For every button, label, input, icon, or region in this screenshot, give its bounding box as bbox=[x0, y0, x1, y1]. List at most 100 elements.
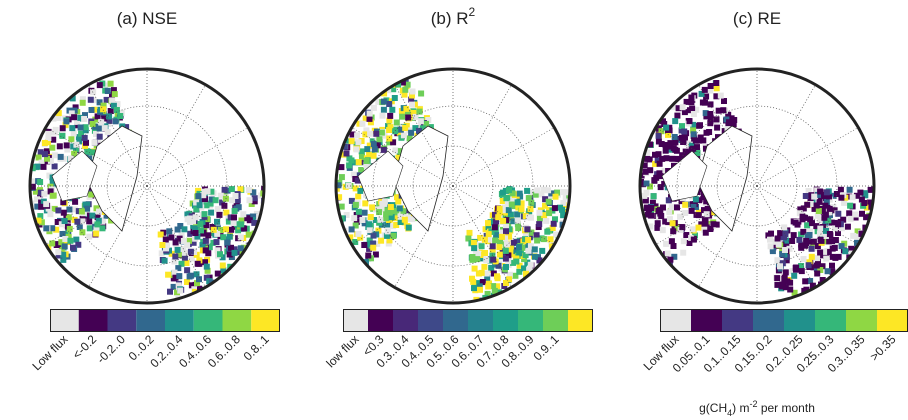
map-pixel bbox=[830, 192, 837, 199]
map-pixel bbox=[807, 278, 814, 284]
map-pixel bbox=[349, 131, 356, 138]
map-pixel bbox=[690, 127, 697, 134]
map-pixel bbox=[394, 194, 400, 201]
map-pixel bbox=[358, 148, 365, 155]
map-pixel bbox=[826, 231, 833, 237]
map-pixel bbox=[197, 221, 204, 228]
map-pixel bbox=[819, 277, 826, 283]
map-pixel bbox=[222, 278, 229, 285]
map-pixel bbox=[47, 211, 54, 218]
map-pixel bbox=[50, 136, 57, 143]
map-pixel bbox=[690, 236, 697, 243]
map-pixel bbox=[503, 195, 510, 202]
map-pixel bbox=[190, 239, 197, 246]
map-pixel bbox=[521, 265, 527, 272]
colorbar-swatch bbox=[136, 309, 165, 331]
map-pixel bbox=[386, 101, 393, 107]
map-pixel bbox=[707, 111, 714, 117]
map-pixel bbox=[265, 206, 271, 212]
map-pixel bbox=[214, 270, 221, 277]
map-pixel bbox=[213, 239, 220, 246]
map-pixel bbox=[654, 224, 661, 231]
map-pixel bbox=[404, 110, 411, 116]
map-pixel bbox=[231, 249, 238, 256]
map-pixel bbox=[82, 127, 89, 134]
map-pixel bbox=[644, 211, 651, 218]
map-pixel bbox=[493, 232, 500, 239]
map-pixel bbox=[193, 294, 200, 301]
map-pixel bbox=[825, 217, 832, 224]
map-pixel bbox=[390, 223, 397, 230]
map-pixel bbox=[531, 253, 538, 260]
map-pixel bbox=[518, 283, 525, 290]
map-pixel bbox=[680, 249, 687, 256]
map-pixel bbox=[679, 224, 686, 231]
map-pixel bbox=[245, 187, 252, 194]
map-pixel bbox=[241, 225, 248, 232]
map-pixel bbox=[397, 213, 404, 220]
map-pixel bbox=[392, 128, 399, 135]
map-pixel bbox=[176, 235, 183, 242]
map-pixel bbox=[679, 134, 685, 141]
map-pixel bbox=[60, 256, 67, 263]
map-pixel bbox=[672, 118, 679, 125]
map-pixel bbox=[815, 191, 821, 198]
map-pixel bbox=[510, 218, 517, 225]
map-pixel bbox=[104, 82, 111, 89]
map-pixel bbox=[661, 121, 668, 127]
map-pixel bbox=[123, 124, 130, 131]
map-pixel bbox=[419, 125, 426, 132]
map-pixel bbox=[859, 210, 865, 217]
map-pixel bbox=[545, 187, 552, 194]
map-pixel bbox=[94, 214, 101, 221]
map-pixel bbox=[713, 93, 720, 100]
map-pixel bbox=[689, 226, 696, 233]
map-pixel bbox=[477, 234, 484, 241]
map-pixel bbox=[171, 258, 178, 265]
map-pixel bbox=[371, 217, 377, 223]
map-pixel bbox=[512, 272, 519, 279]
graticule bbox=[66, 105, 228, 267]
map-pixel bbox=[37, 213, 44, 220]
colorbar-label: 0.8..1 bbox=[241, 332, 272, 363]
map-pixel bbox=[696, 185, 703, 192]
map-pixel bbox=[528, 199, 535, 206]
map-pixel bbox=[81, 116, 88, 122]
unit-label: g(CH4) m-2 per month bbox=[699, 399, 815, 418]
map-pixel bbox=[354, 172, 361, 179]
colorbar-swatch bbox=[493, 309, 518, 331]
map-pixel bbox=[393, 222, 400, 228]
map-pixel bbox=[515, 244, 522, 251]
map-pixel bbox=[214, 218, 220, 225]
map-pixel bbox=[495, 214, 502, 221]
map-pixel bbox=[231, 208, 238, 214]
map-pixel bbox=[644, 155, 651, 162]
colorbar-swatch bbox=[660, 309, 691, 331]
map-pixel bbox=[811, 205, 818, 212]
map-pixel bbox=[194, 280, 200, 287]
map-pixel bbox=[782, 231, 789, 238]
map-pixel bbox=[63, 118, 70, 125]
map-pixel bbox=[45, 135, 52, 141]
map-pixel bbox=[813, 262, 820, 269]
map-pixel bbox=[494, 283, 501, 290]
map-pixel bbox=[70, 143, 77, 150]
map-pixel bbox=[369, 204, 376, 211]
map-pixel bbox=[353, 146, 360, 153]
map-pixel bbox=[37, 189, 44, 196]
map-pixel bbox=[372, 251, 379, 258]
map-pixel bbox=[478, 269, 485, 276]
map-pixel bbox=[710, 221, 717, 228]
map-pixel bbox=[527, 243, 534, 250]
map-pixel bbox=[465, 235, 472, 242]
map-pixel bbox=[107, 108, 114, 114]
map-pixel bbox=[60, 199, 67, 206]
map-pixel bbox=[73, 141, 80, 148]
map-pixel bbox=[228, 186, 235, 193]
map-pixel bbox=[707, 87, 714, 94]
colorbar-swatch bbox=[251, 309, 280, 331]
map-pixel bbox=[110, 102, 117, 109]
map-pixel bbox=[359, 217, 366, 223]
map-pixel bbox=[200, 230, 206, 237]
map-pixel bbox=[158, 250, 165, 257]
